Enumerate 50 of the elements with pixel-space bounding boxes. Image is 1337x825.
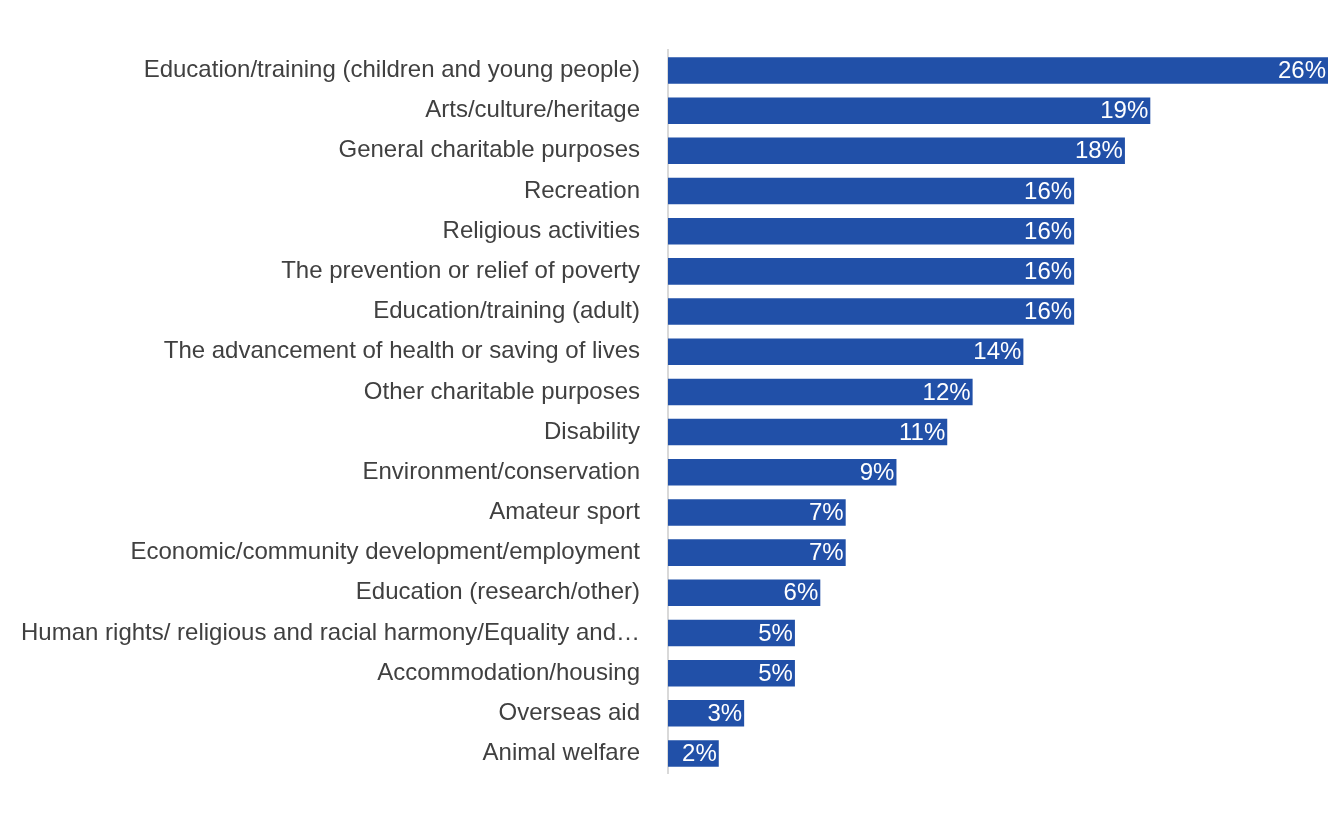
y-tick-label: Economic/community development/employment bbox=[130, 537, 641, 565]
bar bbox=[668, 97, 1151, 124]
bar bbox=[668, 378, 973, 406]
data-label: 2% bbox=[682, 739, 717, 767]
y-tick-label: Accommodation/housing bbox=[377, 657, 640, 685]
bar bbox=[668, 459, 897, 486]
data-label: 11% bbox=[898, 417, 946, 445]
y-tick-label: The advancement of health or saving of lives bbox=[163, 336, 640, 364]
data-label: 9% bbox=[859, 457, 895, 485]
bar bbox=[668, 217, 1075, 245]
y-tick-label: Environment/conservation bbox=[362, 456, 640, 484]
y-tick-label: Education/training (adult) bbox=[373, 296, 640, 324]
data-label: 19% bbox=[1100, 96, 1149, 124]
y-tick-label: Other charitable purposes bbox=[363, 376, 640, 404]
bar bbox=[668, 298, 1075, 325]
bar bbox=[668, 539, 846, 566]
data-label: 6% bbox=[783, 578, 819, 606]
data-label: 26% bbox=[1277, 56, 1326, 84]
bar bbox=[668, 338, 1024, 365]
data-label: 7% bbox=[809, 538, 844, 566]
y-tick-label: Animal welfare bbox=[482, 738, 640, 766]
y-tick-label: Education/training (children and young people) bbox=[143, 55, 640, 83]
bar bbox=[668, 499, 846, 526]
data-label: 16% bbox=[1024, 297, 1073, 325]
y-tick-label: Disability bbox=[543, 416, 640, 444]
y-tick-label: Overseas aid bbox=[498, 697, 640, 725]
y-tick-label: Education (research/other) bbox=[355, 577, 640, 605]
y-tick-label: General charitable purposes bbox=[338, 135, 640, 163]
data-label: 18% bbox=[1074, 136, 1123, 164]
data-label: 7% bbox=[809, 498, 844, 526]
y-tick-label: The prevention or relief of poverty bbox=[281, 256, 640, 283]
bar bbox=[668, 258, 1075, 285]
data-label: 16% bbox=[1024, 216, 1073, 244]
data-label: 5% bbox=[758, 658, 793, 686]
data-label: 14% bbox=[973, 337, 1022, 365]
data-label: 16% bbox=[1024, 176, 1073, 204]
data-label: 12% bbox=[922, 377, 971, 405]
y-tick-label: Recreation bbox=[523, 175, 640, 203]
bar bbox=[668, 137, 1125, 165]
y-tick-label: Amateur sport bbox=[489, 497, 641, 525]
bar bbox=[668, 418, 948, 446]
data-label: 3% bbox=[707, 698, 743, 726]
data-label: 5% bbox=[758, 618, 793, 646]
bar bbox=[668, 177, 1075, 205]
y-tick-label: Arts/culture/heritage bbox=[425, 95, 640, 123]
bar bbox=[668, 57, 1328, 84]
data-label: 16% bbox=[1024, 257, 1073, 284]
y-tick-label: Human rights/ religious and racial harmony/Equality and… bbox=[21, 617, 640, 645]
bar bbox=[668, 579, 821, 607]
y-tick-label: Religious activities bbox=[442, 215, 640, 243]
